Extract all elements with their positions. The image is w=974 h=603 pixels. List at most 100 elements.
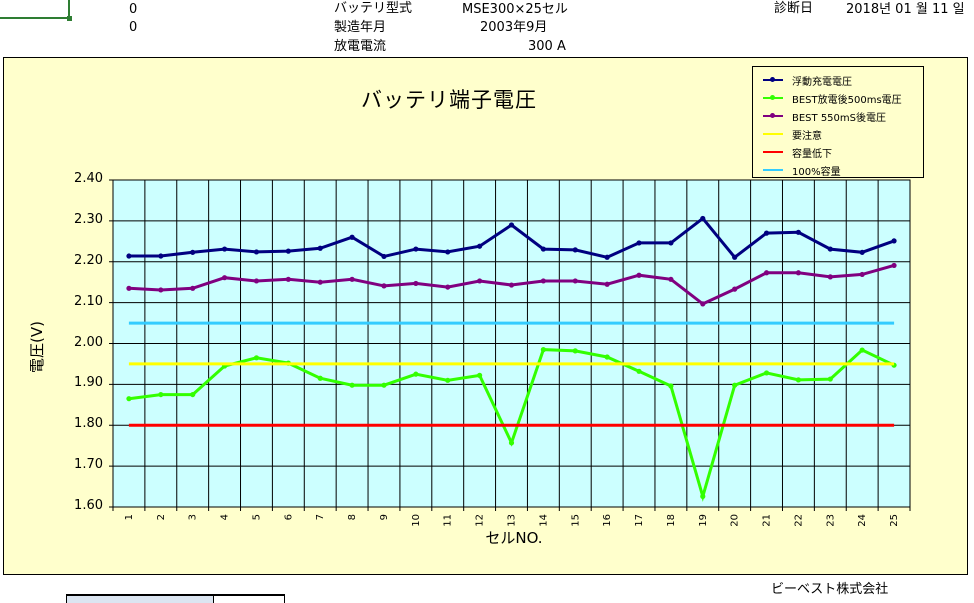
data-point bbox=[604, 254, 610, 260]
data-point bbox=[253, 355, 260, 361]
x-tick-label: 11 bbox=[443, 514, 454, 527]
selected-cell[interactable] bbox=[0, 0, 72, 21]
data-point bbox=[827, 246, 833, 252]
data-point bbox=[636, 368, 642, 374]
discharge-value: 300 A bbox=[528, 39, 566, 54]
data-point bbox=[190, 249, 196, 255]
data-point bbox=[126, 285, 132, 291]
legend-label: 容量低下 bbox=[792, 149, 832, 160]
data-point bbox=[381, 283, 387, 289]
chart-svg: 1 2 3 4 5 6 7 8 9 10 11 12 13 14 15 16 17 18 19 20 21 22 23 24 2… bbox=[109, 179, 911, 527]
x-tick-label: 18 bbox=[666, 514, 677, 527]
legend-item: BEST放電後500ms電圧 bbox=[753, 89, 923, 107]
y-tick-label: 1.60 bbox=[74, 498, 103, 513]
x-tick-label: 8 bbox=[347, 514, 358, 520]
data-point bbox=[572, 278, 578, 284]
legend-label: 要注意 bbox=[792, 131, 822, 142]
data-point bbox=[285, 248, 291, 254]
data-point bbox=[477, 372, 483, 378]
legend-swatch bbox=[763, 133, 783, 135]
left-value-2: 0 bbox=[129, 20, 138, 35]
x-tick-label: 6 bbox=[283, 514, 294, 520]
data-point bbox=[700, 215, 706, 222]
legend-item: 100%容量 bbox=[753, 161, 923, 179]
data-point bbox=[190, 285, 196, 291]
data-point bbox=[445, 377, 451, 383]
chart-legend[interactable]: 浮動充電電圧 BEST放電後500ms電圧 BEST 550mS後電圧要注意容量低下… bbox=[752, 66, 924, 178]
x-tick-label: 9 bbox=[379, 514, 390, 520]
data-point bbox=[540, 246, 546, 252]
data-point bbox=[508, 222, 515, 228]
y-tick-label: 2.20 bbox=[74, 252, 103, 268]
data-point bbox=[221, 275, 228, 281]
x-tick-label: 3 bbox=[188, 514, 199, 520]
data-point bbox=[477, 243, 483, 249]
data-point bbox=[349, 382, 355, 388]
legend-label: BEST放電後500ms電圧 bbox=[792, 95, 902, 106]
data-point bbox=[891, 238, 897, 244]
data-point bbox=[445, 249, 451, 255]
data-point bbox=[126, 253, 132, 259]
data-point bbox=[604, 354, 610, 360]
x-tick-label: 21 bbox=[762, 514, 773, 527]
x-tick-label: 2 bbox=[156, 514, 167, 520]
data-point bbox=[700, 301, 706, 307]
y-tick-label: 2.30 bbox=[74, 211, 103, 227]
legend-item: BEST 550mS後電圧 bbox=[753, 107, 923, 125]
battery-type-label: バッテリ型式 bbox=[334, 1, 413, 16]
x-tick-label: 20 bbox=[730, 514, 741, 527]
data-point bbox=[668, 276, 674, 282]
data-point bbox=[349, 276, 355, 282]
data-point bbox=[636, 240, 642, 246]
x-tick-label: 25 bbox=[889, 514, 900, 527]
company-name: ビーベスト株式会社 bbox=[771, 582, 889, 597]
x-tick-label: 12 bbox=[475, 514, 486, 527]
data-point bbox=[190, 391, 196, 398]
data-point bbox=[477, 278, 483, 284]
legend-label: 100%容量 bbox=[792, 167, 841, 178]
x-axis-label: セルNO. bbox=[485, 529, 543, 547]
data-point bbox=[827, 274, 833, 280]
chart-title: バッテリ端子電圧 bbox=[361, 88, 537, 112]
y-tick-label: 2.40 bbox=[74, 171, 103, 186]
legend-item: 浮動充電電圧 bbox=[753, 71, 923, 89]
legend-item: 容量低下 bbox=[753, 143, 923, 161]
data-point bbox=[763, 270, 770, 276]
data-point bbox=[253, 278, 260, 284]
data-point bbox=[413, 246, 419, 252]
battery-type-value: MSE300×25セル bbox=[462, 2, 568, 17]
x-tick-label: 7 bbox=[315, 514, 326, 520]
data-point bbox=[604, 281, 610, 287]
x-tick-label: 4 bbox=[220, 514, 231, 520]
diagnosis-label: 診断日 bbox=[774, 1, 814, 16]
data-point bbox=[540, 347, 546, 353]
chart-area[interactable]: 1 2 3 4 5 6 7 8 9 10 11 12 13 14 15 16 17 18 19 20 21 22 23 24 2… bbox=[3, 57, 968, 575]
data-point bbox=[317, 279, 323, 285]
legend-item: 要注意 bbox=[753, 125, 923, 143]
x-tick-label: 14 bbox=[538, 514, 549, 527]
data-point bbox=[859, 347, 865, 353]
data-point bbox=[859, 271, 865, 278]
data-point bbox=[381, 382, 387, 388]
y-tick-label: 2.10 bbox=[74, 293, 103, 309]
x-tick-label: 16 bbox=[602, 514, 613, 527]
data-point bbox=[732, 382, 738, 388]
data-point bbox=[317, 245, 323, 251]
x-tick-label: 13 bbox=[507, 514, 518, 527]
x-tick-label: 23 bbox=[825, 514, 836, 527]
x-tick-label: 5 bbox=[251, 514, 262, 520]
data-point bbox=[636, 272, 642, 278]
data-point bbox=[221, 246, 228, 252]
data-point bbox=[827, 376, 833, 382]
manufacture-value: 2003年9月 bbox=[480, 20, 548, 35]
data-point bbox=[317, 375, 323, 381]
data-point bbox=[349, 234, 355, 240]
legend-marker bbox=[770, 113, 775, 118]
data-point bbox=[763, 230, 770, 236]
legend-marker bbox=[770, 77, 775, 82]
data-point bbox=[158, 287, 164, 293]
bottom-cell-box-2 bbox=[212, 594, 285, 603]
data-point bbox=[700, 493, 706, 499]
data-point bbox=[795, 229, 802, 235]
data-point bbox=[285, 276, 291, 282]
